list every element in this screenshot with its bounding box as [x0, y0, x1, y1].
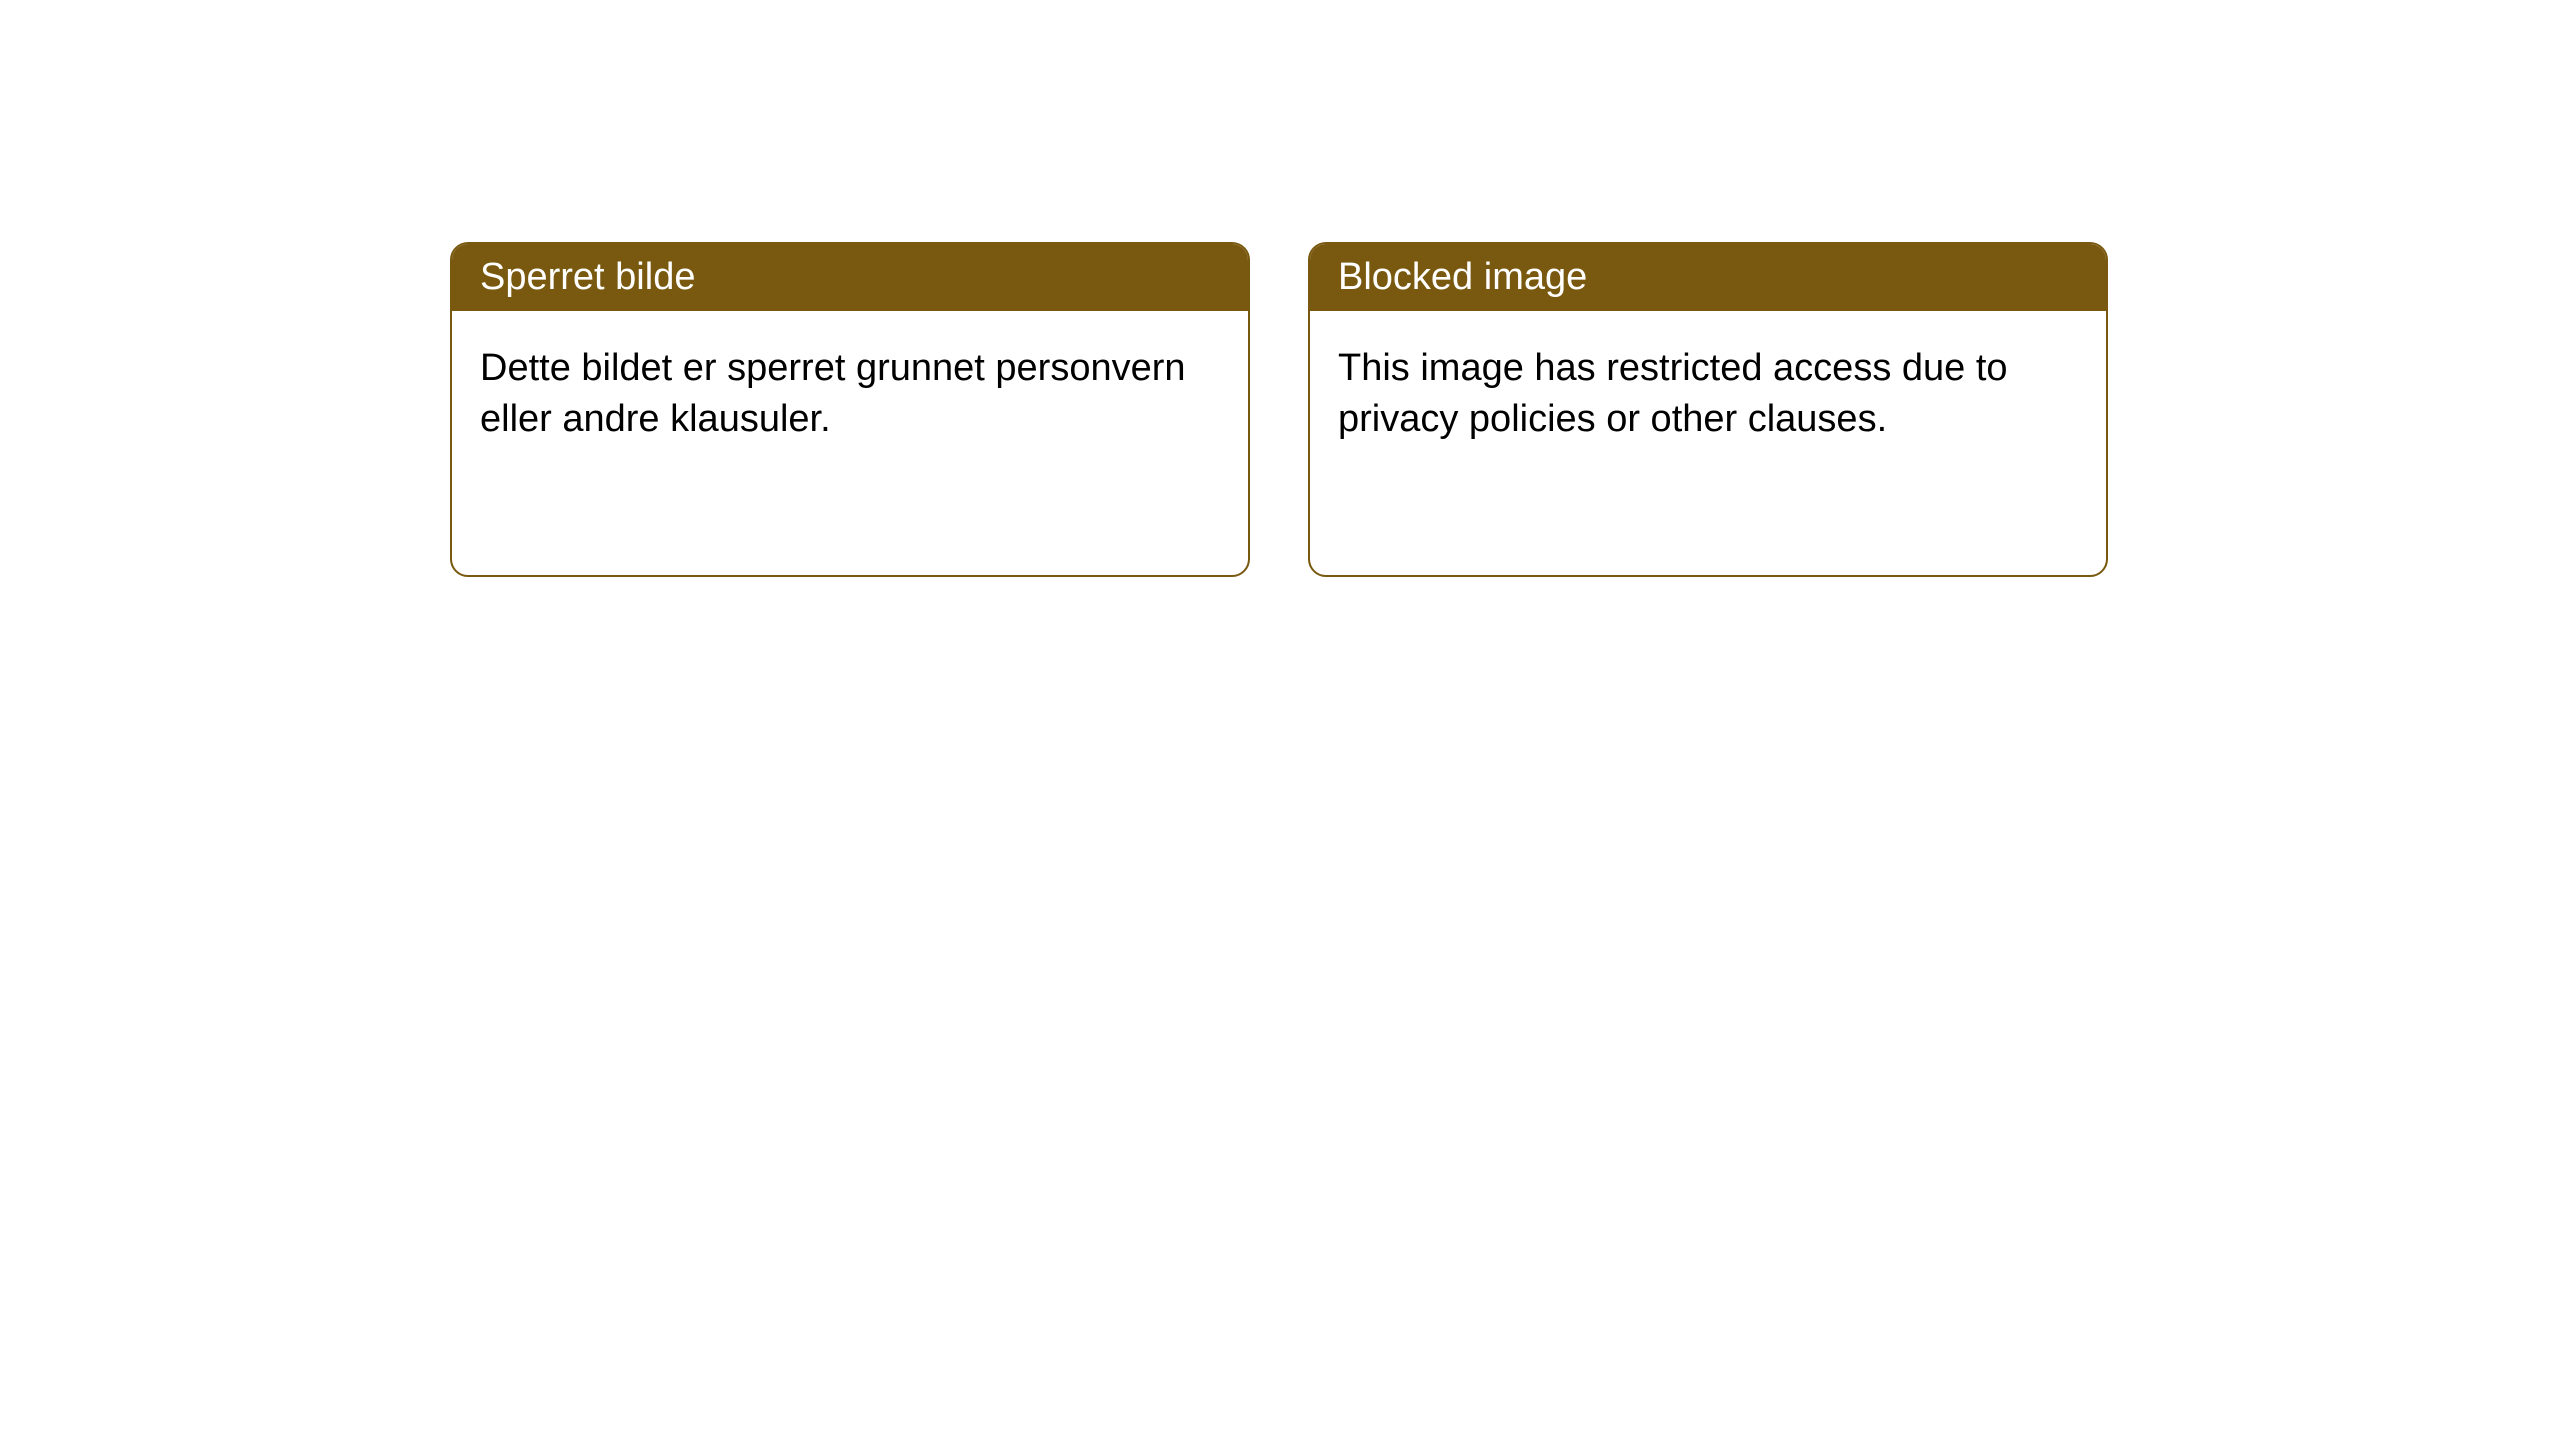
card-body-norwegian: Dette bildet er sperret grunnet personve… [452, 311, 1248, 478]
blocked-image-cards: Sperret bilde Dette bildet er sperret gr… [450, 242, 2108, 577]
blocked-image-card-english: Blocked image This image has restricted … [1308, 242, 2108, 577]
blocked-image-card-norwegian: Sperret bilde Dette bildet er sperret gr… [450, 242, 1250, 577]
card-header-norwegian: Sperret bilde [452, 244, 1248, 311]
card-body-english: This image has restricted access due to … [1310, 311, 2106, 478]
card-header-english: Blocked image [1310, 244, 2106, 311]
